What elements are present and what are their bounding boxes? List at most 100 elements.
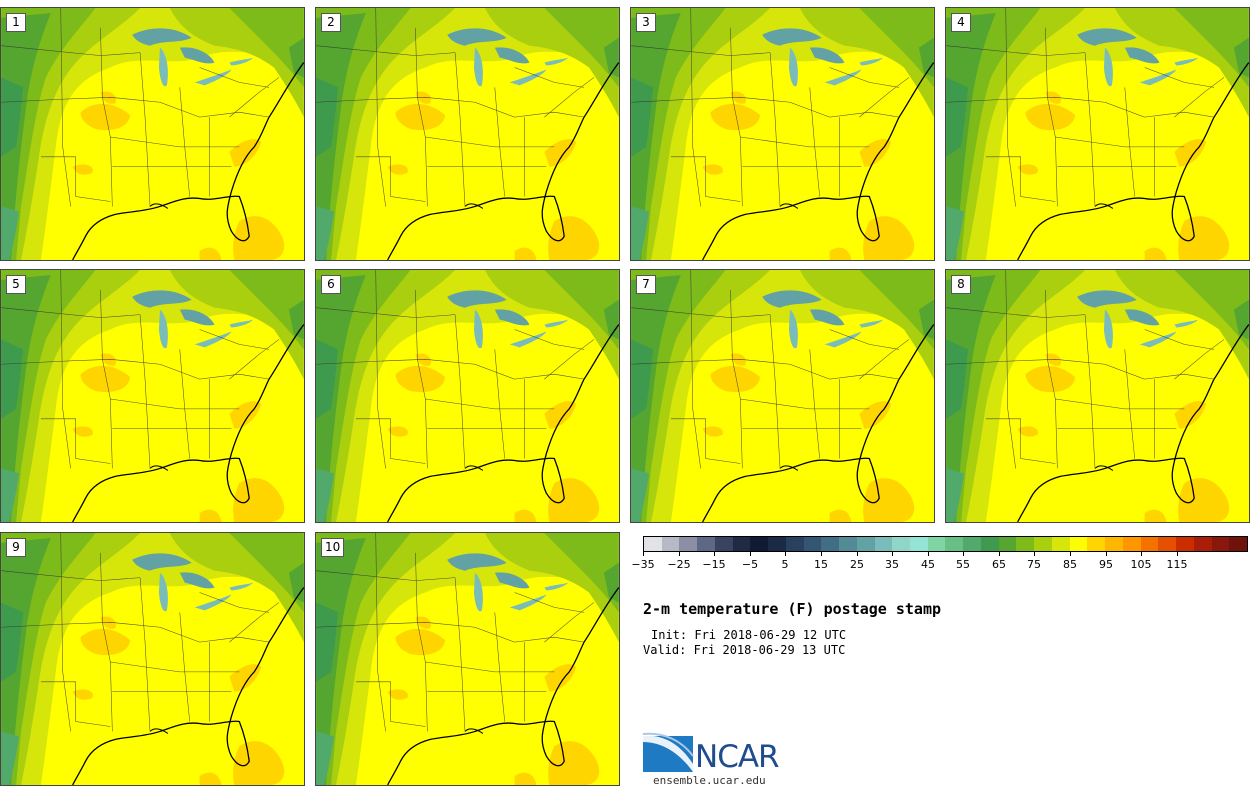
ncar-logo-icon — [643, 732, 694, 772]
ensemble-member-map-9: 9 — [0, 532, 305, 786]
colorbar-segment — [1176, 537, 1194, 551]
colorbar-tick — [1177, 552, 1178, 556]
colorbar-tick — [821, 552, 822, 556]
member-number-label: 8 — [951, 275, 971, 294]
temperature-map — [316, 8, 619, 260]
member-number-label: 2 — [321, 13, 341, 32]
ensemble-member-map-3: 3 — [630, 7, 935, 261]
temperature-map — [946, 270, 1249, 522]
logo-url[interactable]: ensemble.ucar.edu — [653, 774, 766, 787]
ensemble-member-map-10: 10 — [315, 532, 620, 786]
colorbar-tick-label: 15 — [814, 558, 828, 571]
colorbar-tick-label: 5 — [781, 558, 789, 571]
ensemble-member-map-4: 4 — [945, 7, 1250, 261]
ensemble-member-map-6: 6 — [315, 269, 620, 523]
colorbar-tick-label: −25 — [667, 558, 691, 571]
temperature-map — [316, 533, 619, 785]
colorbar-segment — [1122, 537, 1141, 551]
temperature-map — [316, 270, 619, 522]
colorbar-segment — [910, 537, 928, 551]
colorbar-segment — [1051, 537, 1070, 551]
colorbar-tick — [1070, 552, 1071, 556]
colorbar-segment — [874, 537, 893, 551]
member-number-label: 5 — [6, 275, 26, 294]
colorbar-tick — [1141, 552, 1142, 556]
colorbar-tick — [1034, 552, 1035, 556]
colorbar-tick-label: 105 — [1130, 558, 1152, 571]
colorbar-tick-label: 115 — [1166, 558, 1188, 571]
colorbar-segment — [839, 537, 857, 551]
logo-name: NCAR — [695, 739, 780, 775]
colorbar-segment — [785, 537, 804, 551]
colorbar-segment — [892, 537, 911, 551]
colorbar-segment — [1105, 537, 1123, 551]
temperature-map — [1, 533, 304, 785]
member-number-label: 9 — [6, 538, 26, 557]
colorbar-tick — [643, 552, 644, 556]
colorbar-segment — [732, 537, 751, 551]
valid-time: Valid: Fri 2018-06-29 13 UTC — [643, 643, 846, 657]
colorbar-segment — [661, 537, 680, 551]
colorbar-tick — [963, 552, 964, 556]
figure-title: 2-m temperature (F) postage stamp — [643, 600, 942, 618]
colorbar-tick-label: 95 — [1099, 558, 1113, 571]
colorbar-tick — [892, 552, 893, 556]
colorbar-segment — [644, 537, 662, 551]
colorbar-segment — [1069, 537, 1088, 551]
colorbar-segment — [998, 537, 1017, 551]
member-number-label: 6 — [321, 275, 341, 294]
colorbar-segment — [856, 537, 875, 551]
colorbar-segment — [1211, 537, 1230, 551]
colorbar-segment — [1229, 537, 1247, 551]
colorbar-segment — [1140, 537, 1159, 551]
ensemble-member-map-1: 1 — [0, 7, 305, 261]
colorbar-segment — [1158, 537, 1177, 551]
ensemble-member-map-8: 8 — [945, 269, 1250, 523]
ensemble-member-map-5: 5 — [0, 269, 305, 523]
colorbar-tick-label: −15 — [702, 558, 726, 571]
colorbar-tick — [785, 552, 786, 556]
colorbar-tick — [679, 552, 680, 556]
member-number-label: 4 — [951, 13, 971, 32]
colorbar-segment — [963, 537, 981, 551]
temperature-map — [1, 8, 304, 260]
colorbar-segment — [714, 537, 733, 551]
temperature-colorbar — [643, 536, 1248, 552]
member-number-label: 10 — [321, 538, 345, 557]
temperature-map — [1, 270, 304, 522]
colorbar-ticks: −35 −25 −15 −5 5 15 25 35 45 55 65 75 85 95 105 115 — [631, 552, 1248, 574]
colorbar-segment — [679, 537, 698, 551]
member-number-label: 1 — [6, 13, 26, 32]
colorbar-segment — [980, 537, 999, 551]
colorbar-segment — [803, 537, 822, 551]
member-number-label: 7 — [636, 275, 656, 294]
colorbar-tick — [1106, 552, 1107, 556]
temperature-map — [631, 270, 934, 522]
colorbar-tick-label: 35 — [885, 558, 899, 571]
temperature-map — [631, 8, 934, 260]
init-time: Init: Fri 2018-06-29 12 UTC — [651, 628, 847, 642]
colorbar-tick-label: −5 — [741, 558, 759, 571]
colorbar-segment — [697, 537, 715, 551]
ensemble-member-map-2: 2 — [315, 7, 620, 261]
colorbar-tick-label: 45 — [921, 558, 935, 571]
colorbar-tick — [857, 552, 858, 556]
ensemble-member-map-7: 7 — [630, 269, 935, 523]
colorbar-segment — [1193, 537, 1212, 551]
colorbar-tick-label: 65 — [992, 558, 1006, 571]
colorbar-tick — [999, 552, 1000, 556]
colorbar-segment — [1087, 537, 1106, 551]
colorbar-tick-label: 55 — [956, 558, 970, 571]
temperature-map — [946, 8, 1249, 260]
colorbar-segment — [927, 537, 946, 551]
colorbar-tick-label: 85 — [1063, 558, 1077, 571]
colorbar-tick — [714, 552, 715, 556]
member-number-label: 3 — [636, 13, 656, 32]
colorbar-segment — [750, 537, 769, 551]
colorbar-segment — [945, 537, 964, 551]
colorbar-segment — [821, 537, 840, 551]
colorbar-tick — [750, 552, 751, 556]
colorbar-tick-label: 25 — [850, 558, 864, 571]
colorbar-tick-label: 75 — [1027, 558, 1041, 571]
colorbar-segment — [768, 537, 786, 551]
